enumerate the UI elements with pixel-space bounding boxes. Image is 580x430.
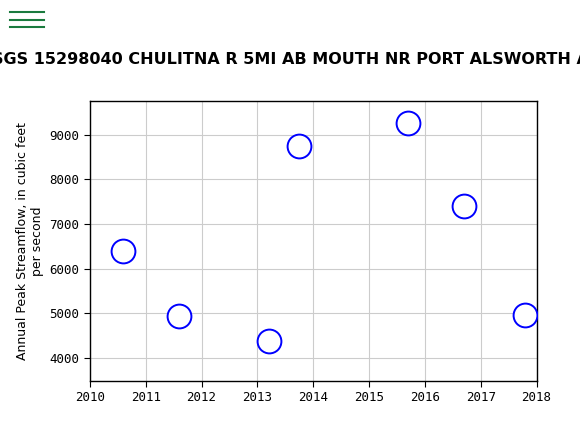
- Point: [119, 247, 128, 254]
- Point: [295, 142, 304, 149]
- Text: USGS 15298040 CHULITNA R 5MI AB MOUTH NR PORT ALSWORTH AK: USGS 15298040 CHULITNA R 5MI AB MOUTH NR…: [0, 52, 580, 67]
- Point: [521, 312, 530, 319]
- Text: USGS: USGS: [57, 8, 121, 28]
- Point: [175, 312, 184, 319]
- Point: [459, 203, 469, 209]
- Y-axis label: Annual Peak Streamflow, in cubic feet
per second: Annual Peak Streamflow, in cubic feet pe…: [16, 122, 44, 360]
- Point: [264, 338, 273, 344]
- FancyBboxPatch shape: [7, 3, 46, 33]
- Point: [404, 120, 413, 127]
